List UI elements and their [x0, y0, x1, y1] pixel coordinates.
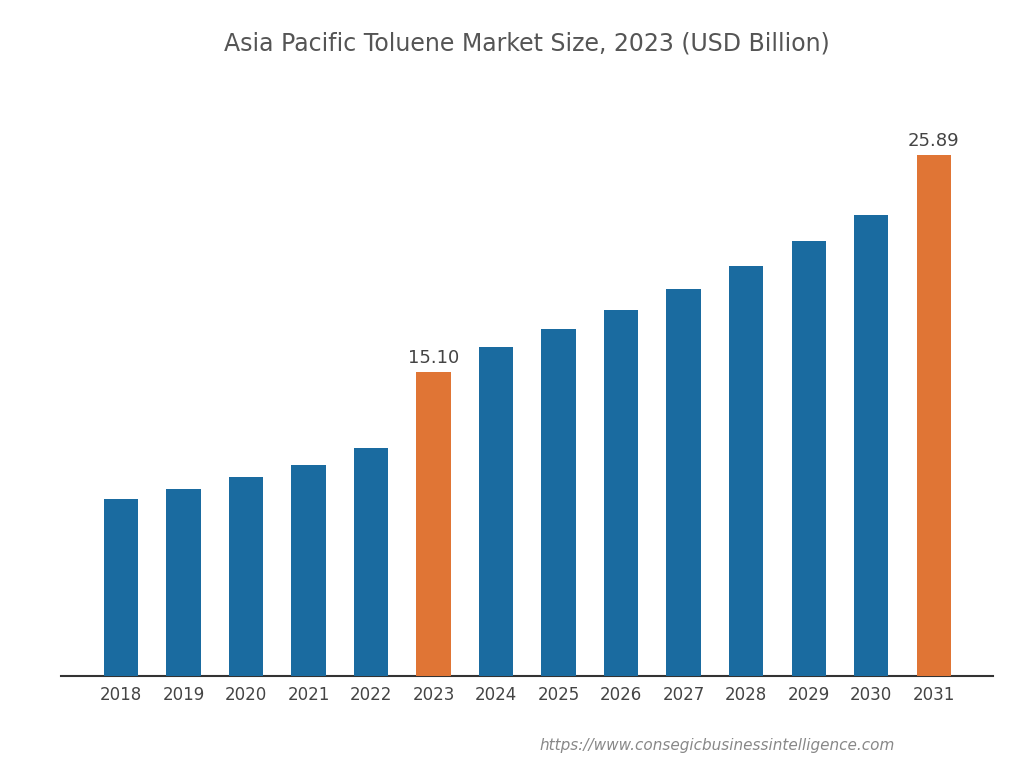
Bar [667, 290, 700, 676]
Text: 15.10: 15.10 [408, 349, 459, 367]
Bar [792, 241, 826, 676]
Bar [729, 266, 763, 676]
Bar [228, 477, 263, 676]
Text: 25.89: 25.89 [908, 132, 959, 150]
Bar [604, 310, 638, 676]
Bar [166, 488, 201, 676]
Title: Asia Pacific Toluene Market Size, 2023 (USD Billion): Asia Pacific Toluene Market Size, 2023 (… [224, 31, 830, 55]
Text: https://www.consegicbusinessintelligence.com: https://www.consegicbusinessintelligence… [539, 737, 895, 753]
Bar [854, 215, 889, 676]
Bar [417, 372, 451, 676]
Bar [103, 498, 138, 676]
Bar [354, 449, 388, 676]
Bar [292, 465, 326, 676]
Bar [542, 329, 575, 676]
Bar [916, 155, 951, 676]
Bar [479, 347, 513, 676]
